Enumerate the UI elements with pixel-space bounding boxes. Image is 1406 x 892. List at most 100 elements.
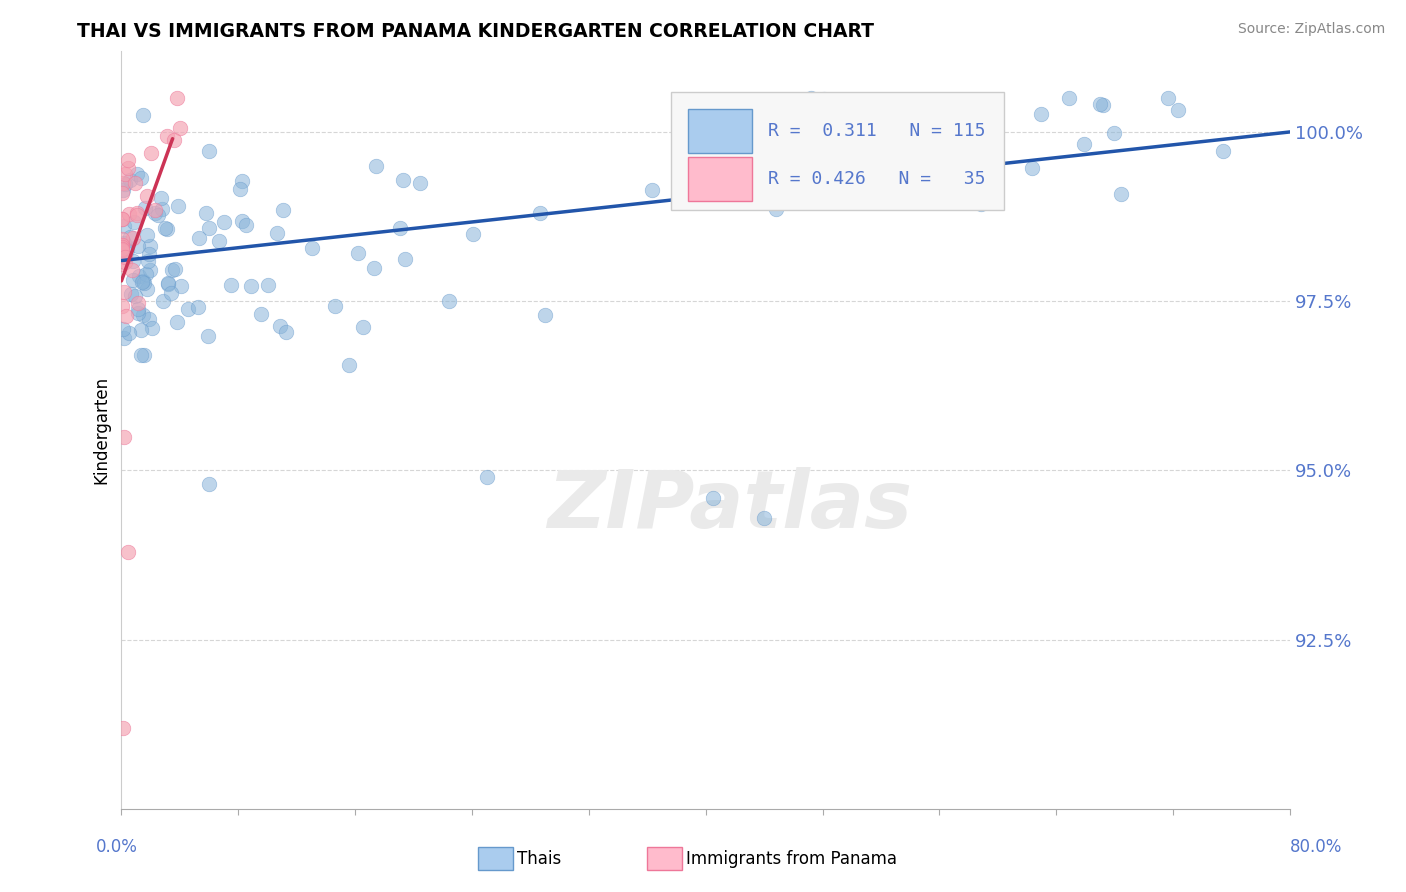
Point <box>135 189 157 203</box>
Point <box>111 212 134 227</box>
Point <box>138 246 160 260</box>
Point <box>388 220 411 235</box>
Point <box>149 191 172 205</box>
Point <box>114 255 136 269</box>
Point <box>1090 96 1112 111</box>
Point <box>129 171 152 186</box>
Point <box>156 129 179 144</box>
Point <box>114 250 136 264</box>
Point <box>111 242 134 256</box>
Point <box>1021 161 1043 176</box>
Point <box>765 202 787 216</box>
Point <box>920 155 942 169</box>
Point <box>112 176 135 190</box>
Point <box>391 172 413 186</box>
Point <box>463 227 485 242</box>
Point <box>970 197 993 211</box>
Point <box>127 296 149 310</box>
Point <box>239 278 262 293</box>
Point <box>229 182 252 196</box>
Point <box>1057 91 1080 105</box>
Point <box>1167 103 1189 117</box>
Point <box>271 202 294 217</box>
Point <box>138 311 160 326</box>
Point <box>257 277 280 292</box>
Point <box>111 232 134 246</box>
FancyBboxPatch shape <box>688 157 752 201</box>
Point <box>177 301 200 316</box>
Point <box>1092 97 1115 112</box>
Point <box>152 294 174 309</box>
Point <box>437 294 460 309</box>
Point <box>143 206 166 220</box>
Point <box>111 243 134 257</box>
Point <box>163 133 186 147</box>
Point <box>129 323 152 337</box>
Point <box>131 273 153 287</box>
Point <box>132 107 155 121</box>
Point <box>128 269 150 284</box>
Point <box>135 282 157 296</box>
Point <box>131 275 153 289</box>
Point <box>134 348 156 362</box>
Point <box>138 239 160 253</box>
Point <box>125 206 148 220</box>
Point <box>363 260 385 275</box>
Point <box>269 318 291 333</box>
Point <box>187 300 209 314</box>
Text: 0.0%: 0.0% <box>96 838 138 855</box>
Point <box>111 237 134 252</box>
Point <box>111 238 134 252</box>
Point <box>266 226 288 240</box>
Text: Thais: Thais <box>517 850 561 868</box>
Point <box>710 194 733 208</box>
Point <box>117 161 139 176</box>
Point <box>198 144 221 158</box>
Point <box>121 263 143 277</box>
Point <box>1102 126 1125 140</box>
Point <box>1212 145 1234 159</box>
Point <box>118 207 141 221</box>
Point <box>124 176 146 190</box>
Point <box>138 253 160 268</box>
Text: Immigrants from Panama: Immigrants from Panama <box>686 850 897 868</box>
Point <box>148 209 170 223</box>
Point <box>141 146 163 161</box>
Point <box>852 140 875 154</box>
Point <box>163 261 186 276</box>
Point <box>111 186 134 201</box>
Point <box>800 91 823 105</box>
Point <box>156 276 179 290</box>
Point <box>132 308 155 322</box>
Point <box>1029 107 1052 121</box>
Point <box>127 302 149 317</box>
Point <box>141 321 163 335</box>
Point <box>117 545 139 559</box>
Point <box>394 252 416 266</box>
Point <box>117 153 139 167</box>
Point <box>475 470 498 484</box>
Point <box>135 267 157 281</box>
Point <box>188 231 211 245</box>
Point <box>112 331 135 345</box>
Point <box>155 221 177 235</box>
Point <box>534 308 557 322</box>
Point <box>984 185 1007 199</box>
Point <box>115 310 138 324</box>
Point <box>134 201 156 215</box>
Point <box>770 98 793 112</box>
Point <box>166 91 188 105</box>
Point <box>1157 91 1180 105</box>
Point <box>112 285 135 300</box>
Point <box>169 120 191 135</box>
Point <box>131 348 153 362</box>
Point <box>641 183 664 197</box>
Text: THAI VS IMMIGRANTS FROM PANAMA KINDERGARTEN CORRELATION CHART: THAI VS IMMIGRANTS FROM PANAMA KINDERGAR… <box>77 22 875 41</box>
Point <box>212 215 235 229</box>
Point <box>249 307 271 321</box>
Point <box>153 221 176 235</box>
Point <box>135 228 157 243</box>
Text: R = 0.426   N =   35: R = 0.426 N = 35 <box>768 169 986 188</box>
Point <box>127 306 149 320</box>
Point <box>127 208 149 222</box>
